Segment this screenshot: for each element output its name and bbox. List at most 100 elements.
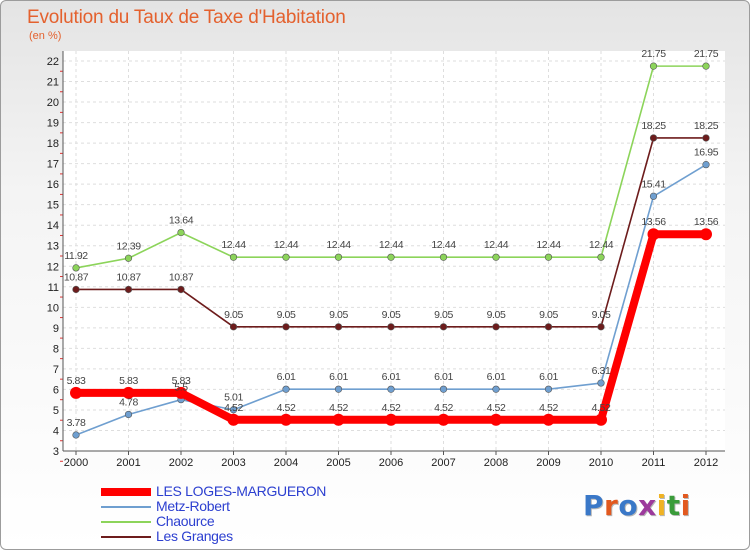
data-label: 9.05 — [487, 309, 506, 321]
data-label: 4.52 — [539, 402, 558, 414]
data-label: 12.44 — [379, 239, 404, 251]
data-label: 3.78 — [67, 417, 86, 429]
data-label: 6.01 — [434, 371, 453, 383]
data-point — [72, 285, 80, 294]
legend-swatch — [101, 520, 151, 523]
data-point — [124, 285, 133, 294]
legend-label: Les Granges — [156, 528, 233, 544]
data-label: 4.52 — [329, 402, 348, 414]
data-label: 5.5 — [174, 382, 188, 394]
y-tick-label: 4 — [53, 425, 59, 437]
data-point — [177, 285, 185, 294]
y-tick-label: 20 — [47, 97, 59, 109]
data-label: 4.52 — [592, 402, 611, 414]
data-point — [387, 385, 395, 393]
data-point — [122, 386, 135, 399]
data-label: 6.31 — [592, 365, 611, 377]
data-point — [439, 323, 448, 331]
data-point — [492, 253, 500, 261]
data-label: 13.56 — [641, 216, 666, 228]
data-point — [492, 323, 500, 331]
y-tick-label: 6 — [53, 384, 59, 396]
data-label: 4.78 — [119, 396, 138, 408]
data-label: 4.52 — [434, 402, 453, 414]
chart-unit-label: (en %) — [29, 30, 62, 42]
y-tick-label: 21 — [47, 77, 59, 89]
y-tick-label: 3 — [53, 446, 59, 458]
x-tick-label: 2006 — [379, 457, 403, 469]
chart-title: Evolution du Taux de Taxe d'Habitation — [27, 7, 346, 28]
legend-label: Metz-Robert — [156, 498, 230, 514]
data-label: 6.01 — [487, 371, 506, 383]
y-tick-label: 11 — [48, 282, 59, 294]
data-label: 6.01 — [277, 371, 296, 383]
data-point — [282, 385, 290, 393]
data-point — [544, 323, 553, 331]
legend-label: Chaource — [156, 513, 215, 529]
data-label: 12.44 — [536, 239, 561, 251]
data-point — [702, 62, 710, 70]
data-point — [282, 323, 290, 331]
data-label: 12.44 — [484, 239, 509, 251]
data-label: 4.52 — [487, 402, 506, 414]
data-point — [177, 229, 185, 237]
y-tick-label: 10 — [47, 302, 59, 314]
data-point — [332, 413, 345, 426]
y-tick-label: 14 — [47, 220, 59, 232]
legend-swatch — [101, 535, 151, 538]
data-label: 6.01 — [329, 371, 348, 383]
data-point — [385, 413, 397, 426]
x-tick-label: 2009 — [536, 457, 560, 469]
data-label: 12.44 — [326, 239, 351, 251]
legend-swatch — [101, 505, 151, 508]
data-label: 16.95 — [694, 147, 719, 159]
data-point — [439, 385, 448, 393]
data-point — [492, 385, 500, 393]
data-label: 12.44 — [431, 239, 456, 251]
x-tick-label: 2008 — [484, 457, 508, 469]
data-label: 9.05 — [592, 309, 611, 321]
data-point — [280, 413, 292, 426]
legend-label: LES LOGES-MARGUERON — [156, 483, 327, 499]
data-point — [334, 253, 343, 261]
data-point — [229, 323, 238, 331]
x-tick-label: 2003 — [221, 457, 245, 469]
data-label: 12.44 — [221, 239, 246, 251]
data-label: 21.75 — [641, 48, 666, 60]
x-tick-label: 2001 — [116, 457, 140, 469]
data-point — [282, 253, 290, 261]
data-point — [387, 323, 395, 331]
data-point — [72, 431, 80, 439]
x-tick-label: 2005 — [326, 457, 350, 469]
data-point — [649, 62, 658, 70]
y-tick-label: 18 — [47, 138, 59, 150]
data-label: 5.83 — [67, 375, 86, 387]
y-tick-label: 17 — [47, 159, 59, 171]
x-tick-label: 2011 — [642, 457, 666, 469]
data-label: 10.87 — [64, 271, 89, 283]
data-label: 13.56 — [694, 216, 719, 228]
data-point — [124, 410, 133, 419]
y-tick-label: 9 — [53, 323, 59, 335]
data-label: 9.05 — [277, 309, 296, 321]
data-point — [229, 406, 238, 414]
y-tick-label: 16 — [47, 179, 59, 191]
data-label: 9.05 — [539, 309, 558, 321]
y-tick-label: 22 — [47, 56, 59, 68]
data-point — [702, 161, 710, 169]
data-label: 12.44 — [589, 239, 614, 251]
y-tick-label: 5 — [53, 405, 59, 417]
x-tick-label: 2000 — [64, 457, 88, 469]
data-point — [597, 379, 605, 387]
data-point — [175, 386, 187, 399]
data-label: 10.87 — [169, 271, 194, 283]
data-point — [649, 134, 658, 142]
data-label: 4.52 — [277, 402, 296, 414]
data-point — [544, 385, 553, 393]
data-point — [597, 253, 605, 261]
data-label: 4.52 — [224, 402, 243, 414]
data-label: 5.83 — [119, 375, 138, 387]
y-tick-label: 15 — [47, 200, 59, 212]
